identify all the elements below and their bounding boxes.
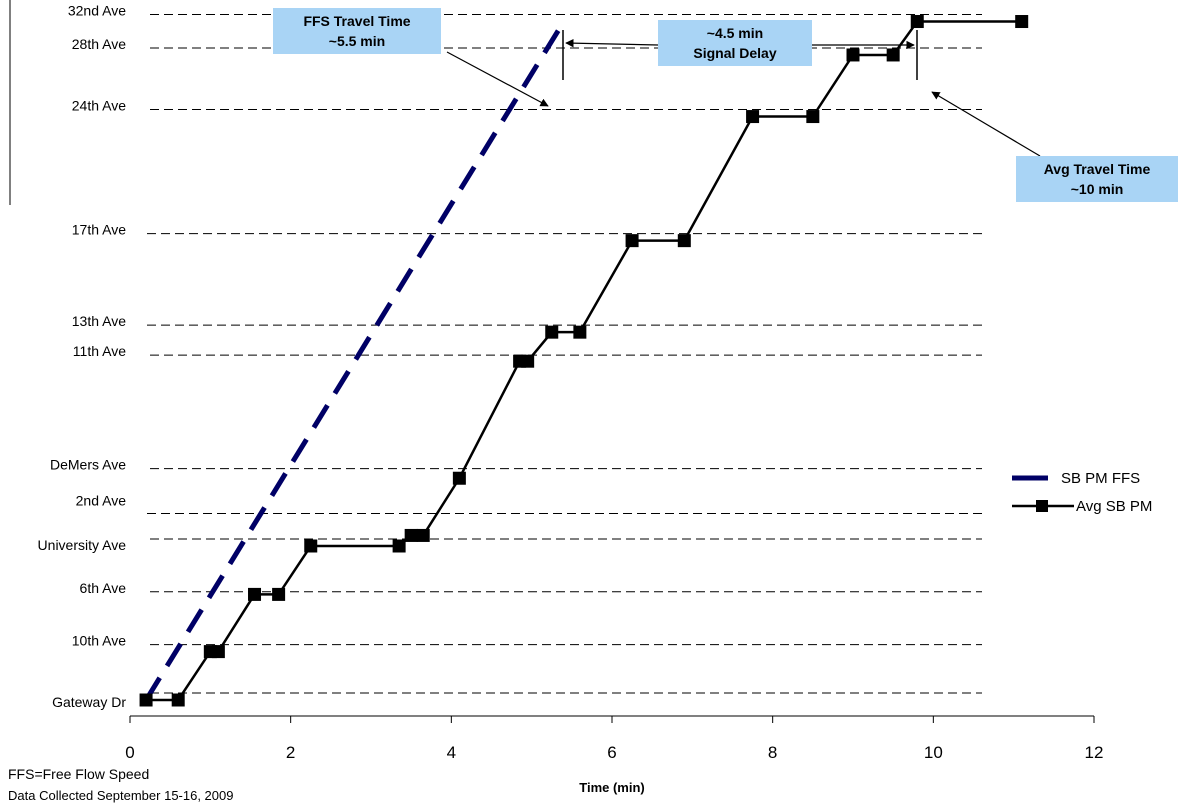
annotation-arrows xyxy=(446,30,1041,157)
legend-ffs-label: SB PM FFS xyxy=(1061,470,1140,487)
avg-sb-pm-point xyxy=(677,234,691,248)
street-label: 2nd Ave xyxy=(76,492,127,508)
avg-sb-pm-point xyxy=(404,528,418,542)
legend-avg-marker xyxy=(1036,500,1048,512)
ffs-travel-time-callout: FFS Travel Time ~5.5 min xyxy=(273,8,441,54)
street-label: 24th Ave xyxy=(72,98,126,114)
x-tick-label: 0 xyxy=(125,743,134,762)
signal-delay-line2: Signal Delay xyxy=(693,45,777,61)
x-axis-title: Time (min) xyxy=(579,780,645,795)
avg-sb-pm-point xyxy=(746,110,760,124)
avg-sb-pm-point xyxy=(886,48,900,62)
street-label: Gateway Dr xyxy=(52,694,126,710)
avg-callout-line2: ~10 min xyxy=(1070,181,1124,197)
avg-sb-pm-point xyxy=(545,325,559,339)
avg-sb-pm-point xyxy=(910,15,924,29)
x-tick-label: 4 xyxy=(447,743,456,762)
ffs-callout-arrow xyxy=(446,51,549,107)
avg-sb-pm-point xyxy=(171,693,185,707)
avg-sb-pm-point xyxy=(452,471,466,485)
avg-sb-pm-point xyxy=(625,234,639,248)
avg-sb-pm-point xyxy=(521,354,535,368)
signal-delay-line1: ~4.5 min xyxy=(706,25,764,41)
street-label: 13th Ave xyxy=(72,313,126,329)
footnote-date: Data Collected September 15-16, 2009 xyxy=(8,788,234,803)
avg-sb-pm-point xyxy=(846,48,860,62)
x-tick-label: 10 xyxy=(924,743,943,762)
street-label: 10th Ave xyxy=(72,633,126,649)
avg-sb-pm-point xyxy=(392,539,406,553)
avg-sb-pm-point xyxy=(139,693,153,707)
signal-delay-callout: ~4.5 min Signal Delay xyxy=(658,20,812,66)
avg-callout-arrow xyxy=(931,91,1041,157)
ffs-callout-line2: ~5.5 min xyxy=(328,33,386,49)
street-label: 17th Ave xyxy=(72,222,126,238)
avg-callout-line1: Avg Travel Time xyxy=(1043,161,1151,177)
avg-sb-pm-point xyxy=(416,528,430,542)
x-tick-label: 8 xyxy=(768,743,777,762)
street-label: University Ave xyxy=(38,537,127,553)
avg-sb-pm-point xyxy=(304,539,318,553)
gridlines xyxy=(147,14,982,694)
avg-sb-pm-point xyxy=(573,325,587,339)
street-label: 6th Ave xyxy=(80,580,127,596)
street-label: 28th Ave xyxy=(72,36,126,52)
signal-delay-arrow-left xyxy=(565,38,659,48)
series-layer xyxy=(139,15,1029,707)
legend-avg-label: Avg SB PM xyxy=(1076,498,1152,515)
avg-sb-pm-point xyxy=(248,587,262,601)
ffs-callout-line1: FFS Travel Time xyxy=(303,13,411,29)
avg-sb-pm-point xyxy=(806,110,820,124)
street-label: 32nd Ave xyxy=(68,3,126,19)
avg-sb-pm-point xyxy=(1015,15,1029,29)
avg-sb-pm-point xyxy=(211,645,225,659)
avg-travel-time-callout: Avg Travel Time ~10 min xyxy=(1016,156,1178,202)
x-tick-label: 12 xyxy=(1085,743,1104,762)
street-label: 11th Ave xyxy=(73,343,126,359)
legend: SB PM FFS Avg SB PM xyxy=(1012,470,1152,515)
street-labels: Gateway Dr 10th Ave 6th Ave University Ave 2… xyxy=(38,3,127,710)
x-tick-label: 2 xyxy=(286,743,295,762)
avg-sb-pm-point xyxy=(272,587,286,601)
street-label: DeMers Ave xyxy=(50,457,126,473)
x-axis: 0 2 4 6 8 10 12 Time (min) xyxy=(125,715,1104,795)
series-sb-pm-ffs-line xyxy=(143,20,566,702)
footnote-ffs: FFS=Free Flow Speed xyxy=(8,766,150,782)
x-tick-label: 6 xyxy=(607,743,616,762)
